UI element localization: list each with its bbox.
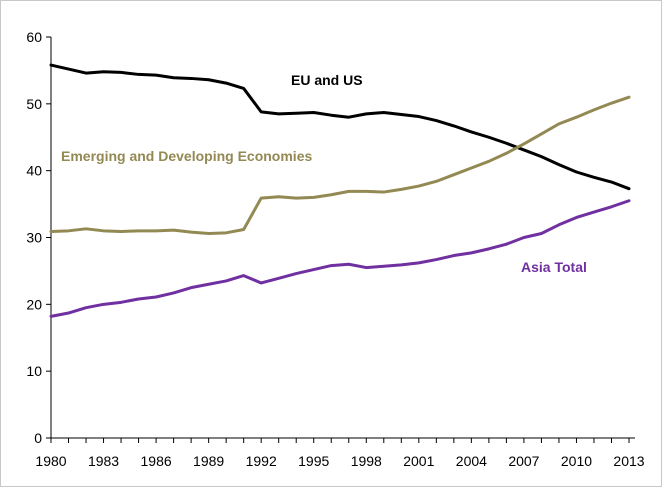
axes — [50, 37, 635, 439]
x-tick-label: 1986 — [141, 453, 172, 469]
y-tick-label: 40 — [26, 163, 42, 179]
x-tick-label: 1995 — [298, 453, 329, 469]
x-tick-label: 1983 — [88, 453, 119, 469]
y-tick-label: 30 — [26, 230, 42, 246]
annotation-eu-us: EU and US — [291, 72, 363, 88]
series-lines — [49, 63, 631, 318]
x-ticks: 1980 1983 1986 1989 1992 1995 1998 2001 2004 2007… — [35, 438, 645, 469]
y-tick-label: 0 — [34, 430, 42, 446]
x-tick-label: 1980 — [35, 453, 66, 469]
x-tick-label: 1998 — [351, 453, 382, 469]
y-tick-label: 50 — [26, 96, 42, 112]
y-tick-label: 20 — [26, 296, 42, 312]
x-tick-label: 1992 — [246, 453, 277, 469]
series-line-eu-and-us — [49, 63, 631, 191]
y-tick-label: 60 — [26, 29, 42, 45]
series-line-emerging-and-developing-economies — [49, 95, 631, 235]
x-tick-label: 2013 — [613, 453, 644, 469]
annotation-asia-total: Asia Total — [521, 259, 587, 275]
x-tick-label: 2004 — [456, 453, 487, 469]
series-labels: EU and US Emerging and Developing Econom… — [61, 72, 587, 275]
x-tick-label: 2001 — [403, 453, 434, 469]
series-line-asia-total — [49, 199, 631, 318]
annotation-emerging-developing: Emerging and Developing Economies — [61, 148, 312, 164]
y-tick-label: 10 — [26, 363, 42, 379]
x-tick-label: 2007 — [508, 453, 539, 469]
x-tick-label: 1989 — [193, 453, 224, 469]
x-tick-label: 2010 — [561, 453, 592, 469]
y-ticks: 0 10 20 30 40 50 60 — [26, 29, 51, 446]
